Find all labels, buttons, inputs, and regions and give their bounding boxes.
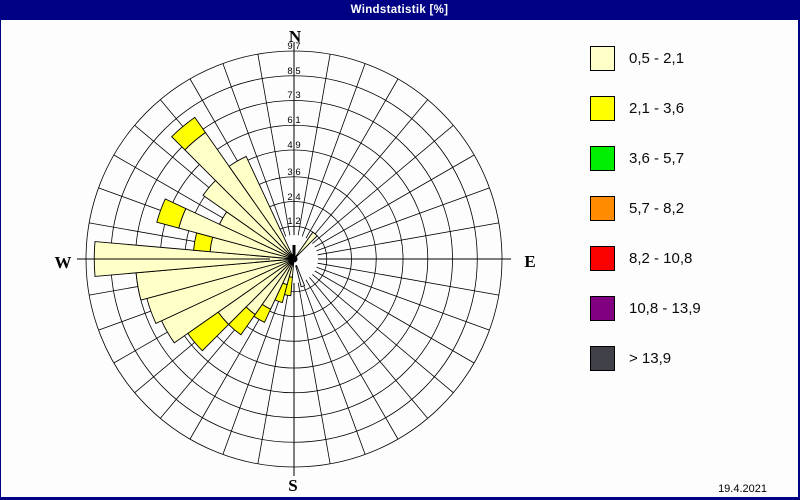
grid-spoke — [222, 281, 287, 455]
window-titlebar: Windstatistik [%] — [1, 0, 798, 20]
grid-spoke — [222, 63, 287, 237]
legend-item: 10,8 - 13,9 — [590, 295, 701, 321]
calm-marker — [295, 264, 306, 288]
legend-item: 0,5 - 2,1 — [590, 45, 684, 71]
compass-label-north: N — [288, 27, 302, 46]
wind-sector-bar-290-class2 — [156, 198, 187, 229]
grid-spoke — [297, 282, 331, 464]
ring-label: 7,3 — [287, 90, 301, 102]
grid-spoke — [309, 99, 429, 241]
grid-spoke — [309, 277, 429, 419]
grid-spoke — [317, 222, 499, 256]
grid-spoke — [305, 78, 399, 239]
legend-item: 8,2 - 10,8 — [590, 245, 692, 271]
legend-swatch — [590, 295, 615, 321]
legend-label: 3,6 - 5,7 — [629, 149, 685, 167]
legend-item: 3,6 - 5,7 — [590, 145, 684, 171]
legend-item: > 13,9 — [590, 345, 671, 371]
legend-label: 10,8 - 13,9 — [629, 299, 701, 317]
legend-swatch — [590, 245, 615, 271]
grid-spoke — [312, 124, 454, 244]
grid-spoke — [316, 187, 490, 252]
window-title: Windstatistik [%] — [350, 4, 449, 16]
legend-label: 2,1 - 3,6 — [629, 99, 685, 117]
ring-label: 1,2 — [287, 216, 301, 228]
grid-spoke — [314, 154, 475, 248]
ring-label: 8,5 — [287, 65, 301, 77]
legend-swatch — [590, 145, 615, 171]
ring-label: 4,9 — [287, 139, 301, 151]
legend-item: 5,7 - 8,2 — [590, 195, 684, 221]
ring-label: 3,6 — [287, 166, 301, 178]
compass-label-east: E — [524, 252, 536, 271]
grid-spoke — [305, 279, 399, 440]
legend-swatch — [590, 345, 615, 371]
legend-label: 0,5 - 2,1 — [629, 49, 685, 67]
wind-sector-bar-330 — [228, 155, 295, 260]
grid-spoke — [257, 282, 291, 464]
ring-label: 6,1 — [287, 115, 301, 127]
legend-swatch — [590, 95, 615, 121]
grid-spoke — [317, 262, 499, 296]
legend-label: 8,2 - 10,8 — [629, 249, 693, 267]
center-marker-hub — [290, 255, 298, 263]
legend-label: > 13,9 — [629, 349, 672, 367]
legend-item: 2,1 - 3,6 — [590, 95, 684, 121]
date-label: 19.4.2021 — [718, 483, 767, 495]
legend-label: 5,7 - 8,2 — [629, 199, 685, 217]
ring-label: 9,7 — [287, 41, 301, 52]
grid-spoke — [301, 63, 366, 237]
grid-spoke — [257, 54, 291, 236]
compass-label-south: S — [288, 476, 298, 495]
compass-label-west: W — [54, 253, 72, 272]
legend-swatch — [590, 195, 615, 221]
grid-spoke — [316, 266, 490, 331]
center-marker — [292, 245, 296, 262]
grid-spoke — [314, 270, 475, 364]
grid-spoke — [301, 281, 366, 455]
wind-sector-bar-40 — [293, 231, 318, 260]
wind-sector-bar-320-class2 — [171, 116, 207, 151]
legend-swatch — [590, 45, 615, 71]
ring-label: 2,4 — [287, 191, 301, 203]
grid-spoke — [297, 54, 331, 236]
grid-spoke — [312, 274, 454, 394]
